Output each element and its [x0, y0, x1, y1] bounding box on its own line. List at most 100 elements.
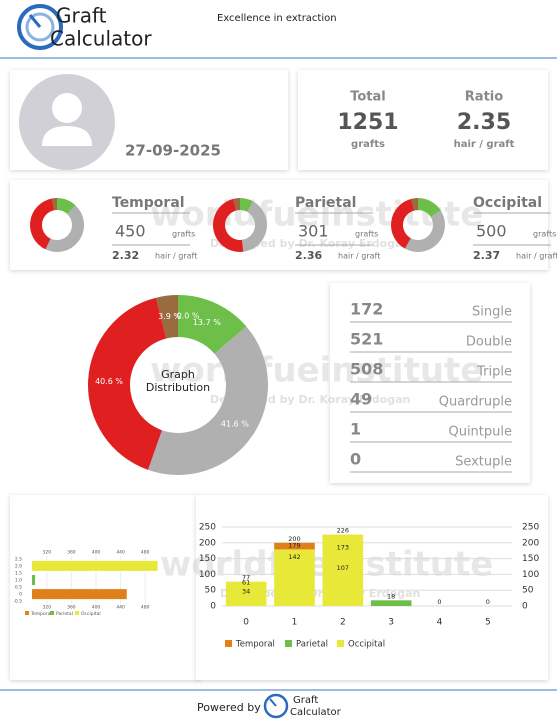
y-tick-label: 0 [210, 602, 216, 612]
y-tick-label: -0.5 [13, 599, 22, 605]
bar [32, 589, 127, 600]
header: Graft Calculator Excellence in extractio… [0, 4, 557, 59]
count-label: Double [466, 335, 512, 350]
donut-segment [57, 198, 76, 215]
legend-label: Temporal [235, 640, 275, 650]
donut-title: Graph [161, 368, 195, 381]
segment-label: 40.6 % [95, 377, 123, 386]
segment-label: 0.0 % [177, 312, 200, 321]
legend-swatch [337, 640, 344, 647]
logo-text: Calculator [50, 27, 152, 51]
powered-by: Powered by [197, 701, 261, 714]
count-value: 1 [350, 420, 361, 439]
logo-needle [28, 14, 42, 28]
total-unit: grafts [351, 139, 385, 150]
donut-title: Distribution [146, 381, 210, 394]
region-grafts: 450 [115, 222, 146, 241]
region-name: Temporal [112, 195, 185, 211]
count-value: 172 [350, 300, 383, 319]
total-value: 1251 [337, 110, 398, 135]
x-tick-label: 5 [485, 618, 491, 628]
y-tick-label: 100 [199, 570, 216, 580]
y-tick-label: 50 [205, 586, 217, 596]
region-grafts-unit: grafts [533, 230, 556, 239]
x-tick-label: 360 [67, 605, 76, 611]
y-tick-label: 250 [199, 523, 216, 533]
segment-label: 13.7 % [193, 318, 221, 327]
region-grafts-unit: grafts [355, 230, 378, 239]
region-grafts-unit: grafts [172, 230, 195, 239]
y-tick-label: 2.0 [15, 563, 22, 569]
donut-segment [404, 210, 445, 252]
region-name: Occipital [473, 195, 542, 211]
x-tick-label: 360 [67, 550, 76, 556]
segment-label: 3.9 % [158, 312, 181, 321]
region-name: Parietal [295, 195, 356, 211]
bar-label: 0 [486, 598, 490, 606]
region-ratio: 2.37 [473, 249, 500, 262]
donut-segment [418, 198, 441, 217]
x-tick-label: 400 [92, 550, 101, 556]
donut-segment [391, 198, 415, 249]
x-tick-label: 3 [388, 618, 394, 628]
x-tick-label: 2 [340, 618, 346, 628]
donut-segment [212, 198, 244, 252]
ratio-value: 2.35 [457, 110, 511, 135]
bar-label: 34 [242, 587, 250, 595]
x-tick-label: 440 [116, 550, 125, 556]
bar-label: 18 [387, 592, 395, 600]
donut-segment [51, 198, 57, 211]
bar-label: 226 [337, 527, 349, 535]
logo-text: Graft [56, 4, 107, 28]
donut-segment [30, 198, 55, 250]
legend-label: Occipital [81, 611, 101, 617]
bar-segment [274, 542, 315, 550]
tagline: Excellence in extraction [217, 13, 337, 24]
region-grafts: 500 [476, 222, 507, 241]
regions-card [10, 180, 548, 270]
logo-inner [25, 12, 55, 42]
bar-label: 61 [242, 579, 250, 587]
x-tick-label: 0 [243, 618, 249, 628]
donut-segment [411, 198, 418, 211]
avatar-head [52, 93, 82, 123]
count-value: 49 [350, 390, 372, 409]
x-tick-label: 320 [42, 605, 51, 611]
count-value: 508 [350, 360, 383, 379]
watermark: worldfueinstitute [150, 351, 483, 391]
x-tick-label: 480 [141, 605, 150, 611]
legend-swatch [25, 611, 29, 615]
count-label: Quintpule [448, 425, 512, 440]
bar [32, 575, 36, 585]
count-label: Triple [476, 365, 512, 380]
region-ratio-unit: hair / graft [516, 252, 557, 261]
avatar [19, 74, 115, 170]
donut-segment [87, 297, 167, 470]
legend-label: Parietal [296, 640, 328, 650]
region-ratio-unit: hair / graft [338, 252, 380, 261]
legend-swatch [50, 611, 54, 615]
donut-segment [178, 295, 247, 354]
count-value: 0 [350, 450, 361, 469]
date: 27-09-2025 [125, 142, 221, 160]
region-ratio-unit: hair / graft [155, 252, 197, 261]
bar-label: 107 [337, 564, 349, 572]
y2-tick-label: 200 [522, 538, 539, 548]
bar-segment [274, 549, 315, 606]
region-ratio: 2.32 [112, 249, 139, 262]
segment-label: 41.6 % [221, 420, 249, 429]
count-label: Single [472, 305, 512, 320]
footer-logo-ring [263, 693, 289, 719]
x-tick-label: 4 [437, 618, 443, 628]
logo-ring [17, 4, 63, 50]
y-tick-label: 150 [199, 554, 216, 564]
x-tick-label: 480 [141, 550, 150, 556]
bar-label: 179 [288, 541, 300, 549]
y2-tick-label: 250 [522, 523, 539, 533]
legend-swatch [285, 640, 292, 647]
legend-label: Parietal [56, 611, 73, 617]
footer-logo-text: Calculator [290, 707, 342, 718]
x-tick-label: 1 [292, 618, 298, 628]
y-tick-label: 1.0 [15, 578, 22, 584]
